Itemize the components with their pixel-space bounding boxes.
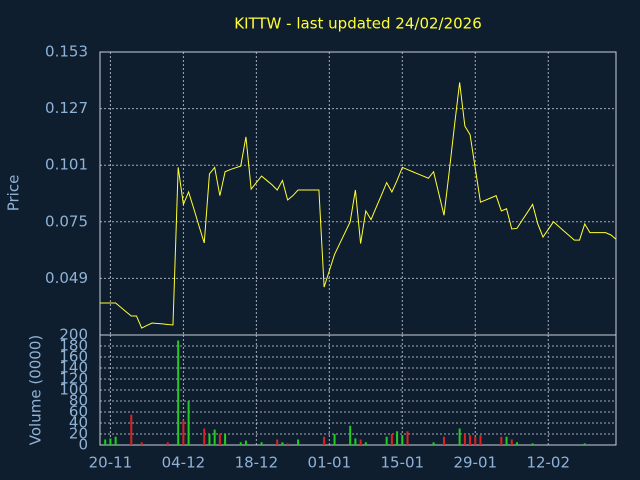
volume-bar <box>218 434 221 445</box>
volume-bar <box>406 431 409 445</box>
volume-bar <box>354 438 357 445</box>
volume-axis-label: Volume (0000) <box>27 335 45 445</box>
volume-bar <box>531 443 534 445</box>
y-tick-label: 180 <box>59 337 88 355</box>
volume-bar <box>130 414 133 445</box>
volume-bar <box>109 438 112 445</box>
volume-bar <box>208 434 211 445</box>
chart-title: KITTW - last updated 24/02/2026 <box>234 15 482 33</box>
volume-bar <box>166 442 169 445</box>
volume-bar <box>333 434 336 445</box>
volume-bar <box>323 436 326 445</box>
y-tick-label: 140 <box>59 359 88 377</box>
volume-bar <box>458 428 461 445</box>
volume-bar <box>224 434 227 445</box>
volume-bar <box>443 436 445 445</box>
volume-bar <box>276 439 279 445</box>
volume-bar <box>213 429 216 445</box>
y-tick-label: 200 <box>59 326 88 344</box>
y-tick-label: 0.127 <box>45 99 88 117</box>
volume-bar <box>364 442 367 445</box>
x-tick-label: 20-11 <box>89 454 133 472</box>
volume-bar <box>203 428 206 445</box>
volume-bar <box>140 442 143 445</box>
y-tick-label: 0.049 <box>45 269 88 287</box>
volume-bar <box>286 443 289 445</box>
x-tick-label: 18-12 <box>235 454 279 472</box>
x-tick-label: 29-01 <box>453 454 497 472</box>
volume-bar <box>505 436 508 445</box>
volume-bar <box>104 439 107 445</box>
price-line <box>100 82 617 329</box>
price-axis-label: Price <box>5 175 23 212</box>
y-tick-label: 120 <box>59 370 88 388</box>
y-tick-label: 40 <box>69 414 88 432</box>
volume-bar <box>244 440 247 445</box>
x-tick-label: 01-01 <box>308 454 352 472</box>
volume-bar <box>187 401 190 445</box>
y-tick-label: 0 <box>78 436 88 454</box>
volume-bar <box>390 434 393 445</box>
volume-bar <box>114 436 117 445</box>
x-tick-label: 15-01 <box>381 454 425 472</box>
volume-bar <box>510 439 513 445</box>
y-tick-label: 0.153 <box>45 43 88 61</box>
y-tick-label: 160 <box>59 348 88 366</box>
volume-bar <box>479 435 482 445</box>
volume-bar <box>432 442 435 445</box>
volume-bar <box>474 436 477 445</box>
volume-bar <box>385 436 388 445</box>
volume-bar <box>239 442 242 445</box>
volume-bar <box>500 436 503 445</box>
volume-bar <box>401 435 404 445</box>
volume-bar <box>463 434 466 445</box>
volume-bar <box>583 443 586 445</box>
volume-bar <box>260 442 263 445</box>
y-tick-label: 20 <box>69 425 88 443</box>
volume-bar <box>177 340 180 445</box>
volume-bar <box>281 442 284 445</box>
volume-bar <box>297 439 300 445</box>
volume-bar <box>182 420 185 445</box>
x-tick-label: 12-02 <box>526 454 570 472</box>
volume-bar <box>349 425 352 445</box>
volume-bar <box>396 431 399 445</box>
volume-bar <box>469 435 472 445</box>
y-tick-label: 0.075 <box>45 212 88 230</box>
x-tick-label: 04-12 <box>162 454 206 472</box>
y-tick-label: 100 <box>59 381 88 399</box>
y-tick-label: 80 <box>69 392 88 410</box>
volume-bar <box>359 439 362 445</box>
volume-bar <box>515 442 518 445</box>
y-tick-label: 0.101 <box>45 156 88 174</box>
y-tick-label: 60 <box>69 403 88 421</box>
